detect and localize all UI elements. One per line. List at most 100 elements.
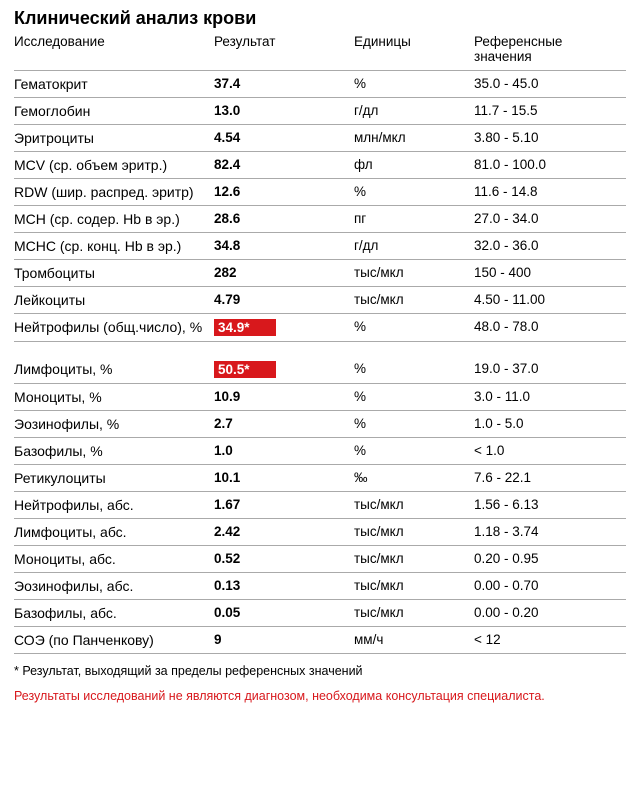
cell-result: 12.6 <box>214 179 354 206</box>
cell-units: тыс/мкл <box>354 492 474 519</box>
cell-result: 37.4 <box>214 71 354 98</box>
spacer-row <box>14 342 626 357</box>
cell-units: тыс/мкл <box>354 600 474 627</box>
cell-param: MCV (ср. объем эритр.) <box>14 152 214 179</box>
flagged-value: 34.9* <box>214 319 276 336</box>
cell-result: 2.42 <box>214 519 354 546</box>
cell-reference: < 12 <box>474 627 626 654</box>
cell-param: Тромбоциты <box>14 260 214 287</box>
cell-units: ‰ <box>354 465 474 492</box>
cell-result: 50.5* <box>214 356 354 384</box>
cell-result: 10.9 <box>214 384 354 411</box>
table-row: Лейкоциты4.79тыс/мкл4.50 - 11.00 <box>14 287 626 314</box>
cell-reference: 27.0 - 34.0 <box>474 206 626 233</box>
cell-param: Лейкоциты <box>14 287 214 314</box>
table-row: Моноциты, абс.0.52тыс/мкл0.20 - 0.95 <box>14 546 626 573</box>
cell-units: % <box>354 71 474 98</box>
cell-units: пг <box>354 206 474 233</box>
cell-result: 4.54 <box>214 125 354 152</box>
cell-units: тыс/мкл <box>354 260 474 287</box>
cell-units: г/дл <box>354 233 474 260</box>
cell-reference: 19.0 - 37.0 <box>474 356 626 384</box>
cell-result: 9 <box>214 627 354 654</box>
cell-result: 1.0 <box>214 438 354 465</box>
table-row: Эозинофилы, абс.0.13тыс/мкл0.00 - 0.70 <box>14 573 626 600</box>
cell-param: Базофилы, абс. <box>14 600 214 627</box>
table-row: Гемоглобин13.0г/дл11.7 - 15.5 <box>14 98 626 125</box>
cell-reference: < 1.0 <box>474 438 626 465</box>
cell-reference: 7.6 - 22.1 <box>474 465 626 492</box>
table-row <box>14 342 626 357</box>
cell-reference: 1.56 - 6.13 <box>474 492 626 519</box>
cell-param: Моноциты, % <box>14 384 214 411</box>
cell-units: млн/мкл <box>354 125 474 152</box>
cell-reference: 48.0 - 78.0 <box>474 314 626 342</box>
cell-units: фл <box>354 152 474 179</box>
cell-result: 1.67 <box>214 492 354 519</box>
cell-param: Нейтрофилы, абс. <box>14 492 214 519</box>
cell-param: Эозинофилы, % <box>14 411 214 438</box>
cell-param: Эозинофилы, абс. <box>14 573 214 600</box>
cell-param: Базофилы, % <box>14 438 214 465</box>
cell-reference: 3.0 - 11.0 <box>474 384 626 411</box>
cell-reference: 81.0 - 100.0 <box>474 152 626 179</box>
cell-units: % <box>354 411 474 438</box>
cell-param: MCHC (ср. конц. Hb в эр.) <box>14 233 214 260</box>
cell-reference: 32.0 - 36.0 <box>474 233 626 260</box>
flagged-value: 50.5* <box>214 361 276 378</box>
cell-units: % <box>354 356 474 384</box>
cell-result: 34.8 <box>214 233 354 260</box>
cell-param: Моноциты, абс. <box>14 546 214 573</box>
cell-units: тыс/мкл <box>354 573 474 600</box>
table-row: Базофилы, %1.0%< 1.0 <box>14 438 626 465</box>
table-row: Тромбоциты282тыс/мкл150 - 400 <box>14 260 626 287</box>
report-title: Клинический анализ крови <box>14 8 626 29</box>
cell-param: Нейтрофилы (общ.число), % <box>14 314 214 342</box>
cell-result: 0.05 <box>214 600 354 627</box>
blood-test-report: Клинический анализ крови Исследование Ре… <box>0 0 640 717</box>
table-row: MCHC (ср. конц. Hb в эр.)34.8г/дл32.0 - … <box>14 233 626 260</box>
cell-reference: 4.50 - 11.00 <box>474 287 626 314</box>
table-row: MCV (ср. объем эритр.)82.4фл81.0 - 100.0 <box>14 152 626 179</box>
cell-reference: 0.00 - 0.20 <box>474 600 626 627</box>
cell-result: 13.0 <box>214 98 354 125</box>
cell-param: Гематокрит <box>14 71 214 98</box>
cell-reference: 0.20 - 0.95 <box>474 546 626 573</box>
col-header-result: Результат <box>214 31 354 71</box>
table-row: Нейтрофилы, абс.1.67тыс/мкл1.56 - 6.13 <box>14 492 626 519</box>
table-row: Ретикулоциты10.1‰7.6 - 22.1 <box>14 465 626 492</box>
cell-result: 282 <box>214 260 354 287</box>
table-header-row: Исследование Результат Единицы Референсн… <box>14 31 626 71</box>
cell-result: 82.4 <box>214 152 354 179</box>
cell-reference: 1.18 - 3.74 <box>474 519 626 546</box>
cell-units: тыс/мкл <box>354 546 474 573</box>
cell-units: % <box>354 438 474 465</box>
cell-param: Гемоглобин <box>14 98 214 125</box>
col-header-units: Единицы <box>354 31 474 71</box>
cell-reference: 35.0 - 45.0 <box>474 71 626 98</box>
cell-units: тыс/мкл <box>354 519 474 546</box>
cell-reference: 11.7 - 15.5 <box>474 98 626 125</box>
table-row: RDW (шир. распред. эритр)12.6%11.6 - 14.… <box>14 179 626 206</box>
table-row: Гематокрит37.4%35.0 - 45.0 <box>14 71 626 98</box>
cell-reference: 150 - 400 <box>474 260 626 287</box>
table-row: Лимфоциты, абс.2.42тыс/мкл1.18 - 3.74 <box>14 519 626 546</box>
cell-param: Эритроциты <box>14 125 214 152</box>
cell-reference: 0.00 - 0.70 <box>474 573 626 600</box>
footnote: * Результат, выходящий за пределы рефере… <box>14 664 626 678</box>
cell-units: мм/ч <box>354 627 474 654</box>
cell-units: тыс/мкл <box>354 287 474 314</box>
table-row: Эритроциты4.54млн/мкл3.80 - 5.10 <box>14 125 626 152</box>
cell-units: г/дл <box>354 98 474 125</box>
cell-param: RDW (шир. распред. эритр) <box>14 179 214 206</box>
cell-result: 0.13 <box>214 573 354 600</box>
cell-result: 4.79 <box>214 287 354 314</box>
cell-result: 28.6 <box>214 206 354 233</box>
col-header-param: Исследование <box>14 31 214 71</box>
col-header-ref: Референсные значения <box>474 31 626 71</box>
cell-reference: 11.6 - 14.8 <box>474 179 626 206</box>
cell-reference: 1.0 - 5.0 <box>474 411 626 438</box>
table-row: MCH (ср. содер. Hb в эр.)28.6пг27.0 - 34… <box>14 206 626 233</box>
cell-result: 34.9* <box>214 314 354 342</box>
cell-reference: 3.80 - 5.10 <box>474 125 626 152</box>
